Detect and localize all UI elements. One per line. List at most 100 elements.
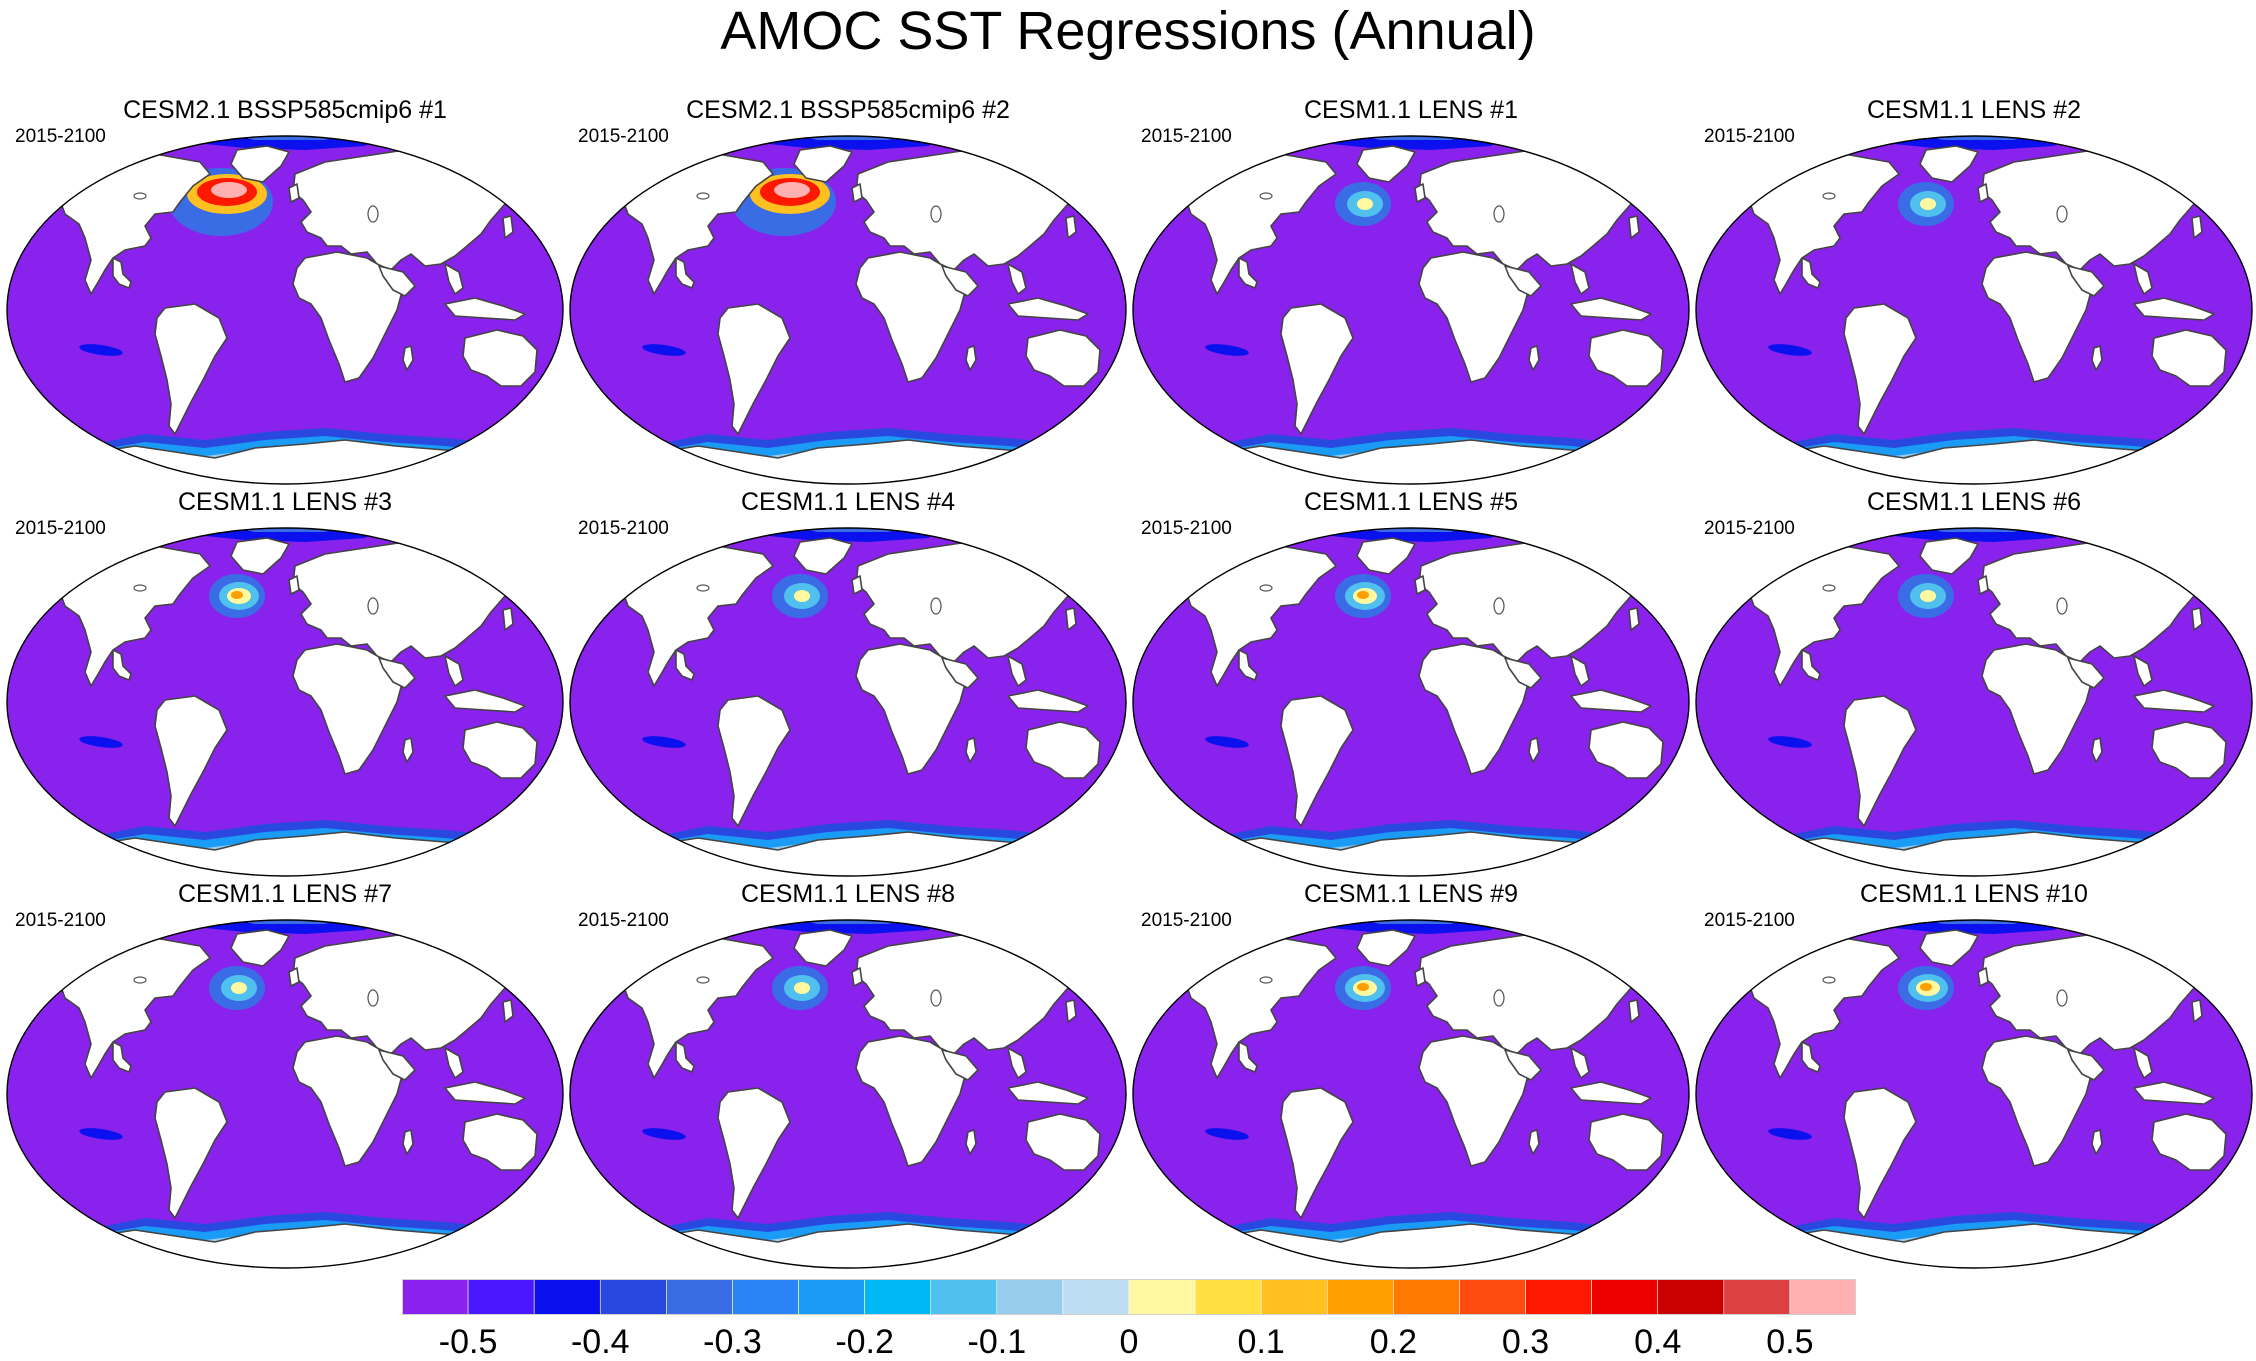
colorbar-tick-label: 0.3 <box>1501 1323 1550 1361</box>
land-southeast-asia <box>444 263 464 295</box>
panel-title: CESM1.1 LENS #8 <box>741 880 955 908</box>
panel-period: 2015-2100 <box>1141 910 1232 931</box>
lake-outline <box>930 989 942 1007</box>
colorbar-tick-label: -0.4 <box>570 1323 630 1361</box>
land-uk <box>1414 967 1426 987</box>
map-field <box>570 920 1126 1268</box>
land-new-zealand <box>1103 385 1115 407</box>
panel-period: 2015-2100 <box>1704 910 1795 931</box>
south-pacific-anomaly <box>1768 344 1812 356</box>
colorbar-swatch <box>1591 1279 1659 1315</box>
land-greenland <box>1356 145 1416 183</box>
map-border <box>1132 919 1690 1269</box>
world-map <box>6 135 564 485</box>
land-uk <box>288 967 300 987</box>
colorbar-tick-label: 0.4 <box>1634 1323 1682 1361</box>
land-southeast-asia <box>444 1047 464 1079</box>
north-atlantic-anomaly <box>209 574 265 618</box>
land-new-zealand <box>2229 777 2241 799</box>
land-north-america <box>1185 153 1337 295</box>
map-border <box>569 135 1127 485</box>
land-australia <box>1025 1113 1101 1171</box>
colorbar-swatch <box>1657 1279 1725 1315</box>
land-new-zealand <box>540 385 552 407</box>
world-map <box>6 527 564 877</box>
map-panel: CESM2.1 BSSP585cmip6 #2 2015-2100 <box>568 96 1128 486</box>
land-south-america <box>154 1087 228 1219</box>
north-atlantic-anomaly <box>772 966 828 1010</box>
land-australia <box>1025 329 1101 387</box>
land-central-america <box>1801 257 1821 289</box>
land-new-zealand <box>1666 385 1678 407</box>
land-southeast-asia <box>2133 263 2153 295</box>
land-greenland <box>230 537 290 575</box>
land-indonesia <box>444 297 526 321</box>
north-atlantic-anomaly <box>1335 182 1391 226</box>
land-southeast-asia <box>1570 655 1590 687</box>
lake-outline <box>930 597 942 615</box>
land-mask <box>59 145 552 484</box>
land-north-america <box>59 153 211 295</box>
map-panel: CESM1.1 LENS #9 2015-2100 <box>1131 880 1691 1270</box>
land-indonesia <box>1007 689 1089 713</box>
world-map <box>569 527 1127 877</box>
colorbar-swatch <box>1723 1279 1791 1315</box>
land-madagascar <box>965 737 977 763</box>
land-indonesia <box>444 689 526 713</box>
colorbar-swatch <box>666 1279 733 1315</box>
land-greenland <box>1356 929 1416 967</box>
land-central-america <box>1801 1041 1821 1073</box>
land-north-america <box>59 545 211 687</box>
colorbar-tick-label: 0 <box>1119 1323 1139 1361</box>
land-mask <box>622 929 1115 1268</box>
colorbar-swatch <box>599 1279 667 1315</box>
map-panel: CESM1.1 LENS #7 2015-2100 <box>5 880 565 1270</box>
map-panel: CESM1.1 LENS #1 2015-2100 <box>1131 96 1691 486</box>
land-southeast-asia <box>1007 1047 1027 1079</box>
figure-title: AMOC SST Regressions (Annual) <box>720 1 1536 61</box>
panel-title: CESM2.1 BSSP585cmip6 #1 <box>123 96 447 124</box>
land-indonesia <box>1007 297 1089 321</box>
land-japan <box>1628 607 1640 631</box>
lake-outline <box>1259 584 1273 592</box>
lake-outline <box>1493 989 1505 1007</box>
land-greenland <box>1919 929 1979 967</box>
panel-title: CESM1.1 LENS #7 <box>178 880 392 908</box>
colorbar-swatch <box>732 1279 799 1315</box>
world-map <box>569 135 1127 485</box>
land-greenland <box>230 145 290 183</box>
land-central-america <box>675 649 695 681</box>
panel-title: CESM1.1 LENS #3 <box>178 488 392 516</box>
panel-period: 2015-2100 <box>578 126 669 147</box>
land-southeast-asia <box>1007 655 1027 687</box>
land-central-america <box>112 257 132 289</box>
land-madagascar <box>1528 345 1540 371</box>
land-southeast-asia <box>1570 1047 1590 1079</box>
land-central-america <box>1238 1041 1258 1073</box>
land-arabia <box>1504 265 1542 297</box>
south-pacific-anomaly <box>1768 736 1812 748</box>
panel-period: 2015-2100 <box>15 518 106 539</box>
colorbar-swatch <box>1062 1279 1130 1315</box>
land-madagascar <box>402 345 414 371</box>
land-madagascar <box>1528 1129 1540 1155</box>
panel-period: 2015-2100 <box>578 910 669 931</box>
land-uk <box>288 183 300 203</box>
south-pacific-anomaly <box>1768 1128 1812 1140</box>
lake-outline <box>133 584 147 592</box>
land-north-america <box>622 937 774 1079</box>
land-greenland <box>230 929 290 967</box>
colorbar-swatch <box>1393 1279 1460 1315</box>
land-arabia <box>2067 265 2105 297</box>
panel-title: CESM1.1 LENS #1 <box>1304 96 1518 124</box>
lake-outline <box>930 205 942 223</box>
land-japan <box>2191 999 2203 1023</box>
panel-title: CESM1.1 LENS #2 <box>1867 96 2081 124</box>
land-north-america <box>1748 153 1900 295</box>
panel-title: CESM1.1 LENS #10 <box>1860 880 2088 908</box>
land-north-america <box>1748 545 1900 687</box>
land-greenland <box>1356 537 1416 575</box>
land-japan <box>1065 607 1077 631</box>
land-indonesia <box>2133 297 2215 321</box>
map-border <box>1695 135 2253 485</box>
